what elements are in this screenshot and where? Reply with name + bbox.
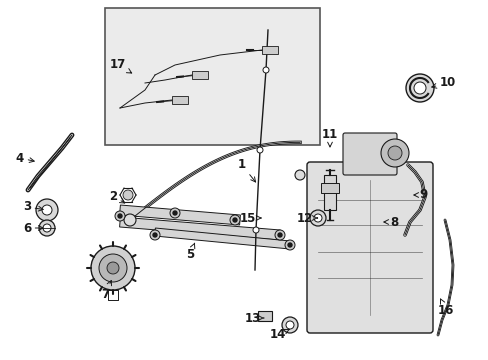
Circle shape [115, 211, 125, 221]
Text: 16: 16 [437, 299, 453, 316]
Text: 13: 13 [244, 311, 264, 324]
Bar [192, 71, 207, 79]
Text: 5: 5 [185, 243, 194, 261]
Bar [262, 46, 278, 54]
Bar [172, 96, 187, 104]
Circle shape [107, 262, 119, 274]
Circle shape [150, 230, 160, 240]
FancyBboxPatch shape [342, 133, 396, 175]
Circle shape [405, 74, 433, 102]
Circle shape [43, 224, 51, 232]
Circle shape [413, 82, 425, 94]
Polygon shape [120, 205, 240, 225]
Text: 7: 7 [101, 280, 111, 301]
Polygon shape [154, 228, 290, 249]
Circle shape [380, 139, 408, 167]
Circle shape [173, 211, 177, 215]
Circle shape [287, 243, 291, 247]
Circle shape [39, 220, 55, 236]
Circle shape [91, 246, 135, 290]
Circle shape [313, 214, 321, 222]
Circle shape [99, 254, 127, 282]
Bar [258, 311, 271, 321]
Circle shape [294, 170, 305, 180]
Circle shape [42, 205, 52, 215]
Circle shape [252, 227, 259, 233]
Bar [324, 175, 335, 210]
Circle shape [153, 233, 157, 237]
Text: 8: 8 [383, 216, 397, 229]
Text: 14: 14 [269, 328, 288, 342]
Bar [105, 8, 319, 145]
Text: 11: 11 [321, 129, 337, 147]
Circle shape [285, 240, 294, 250]
Text: 2: 2 [109, 189, 124, 203]
Text: 4: 4 [16, 152, 34, 165]
Circle shape [232, 218, 237, 222]
Text: 10: 10 [431, 77, 455, 90]
Circle shape [36, 199, 58, 221]
Text: 17: 17 [110, 58, 131, 73]
Text: 1: 1 [238, 158, 255, 182]
Text: 15: 15 [239, 211, 261, 225]
Circle shape [274, 230, 285, 240]
Circle shape [123, 190, 133, 200]
Text: 6: 6 [23, 221, 43, 234]
Polygon shape [120, 217, 280, 240]
Circle shape [229, 215, 240, 225]
Circle shape [278, 233, 282, 237]
Circle shape [118, 214, 122, 218]
Circle shape [263, 67, 268, 73]
Circle shape [387, 146, 401, 160]
Text: 3: 3 [23, 201, 43, 213]
Circle shape [309, 210, 325, 226]
Circle shape [257, 147, 263, 153]
Text: 9: 9 [413, 189, 427, 202]
Circle shape [285, 321, 293, 329]
Circle shape [170, 208, 180, 218]
Circle shape [282, 317, 297, 333]
Circle shape [124, 214, 136, 226]
Bar [320, 183, 338, 193]
Text: 12: 12 [296, 211, 317, 225]
FancyBboxPatch shape [306, 162, 432, 333]
